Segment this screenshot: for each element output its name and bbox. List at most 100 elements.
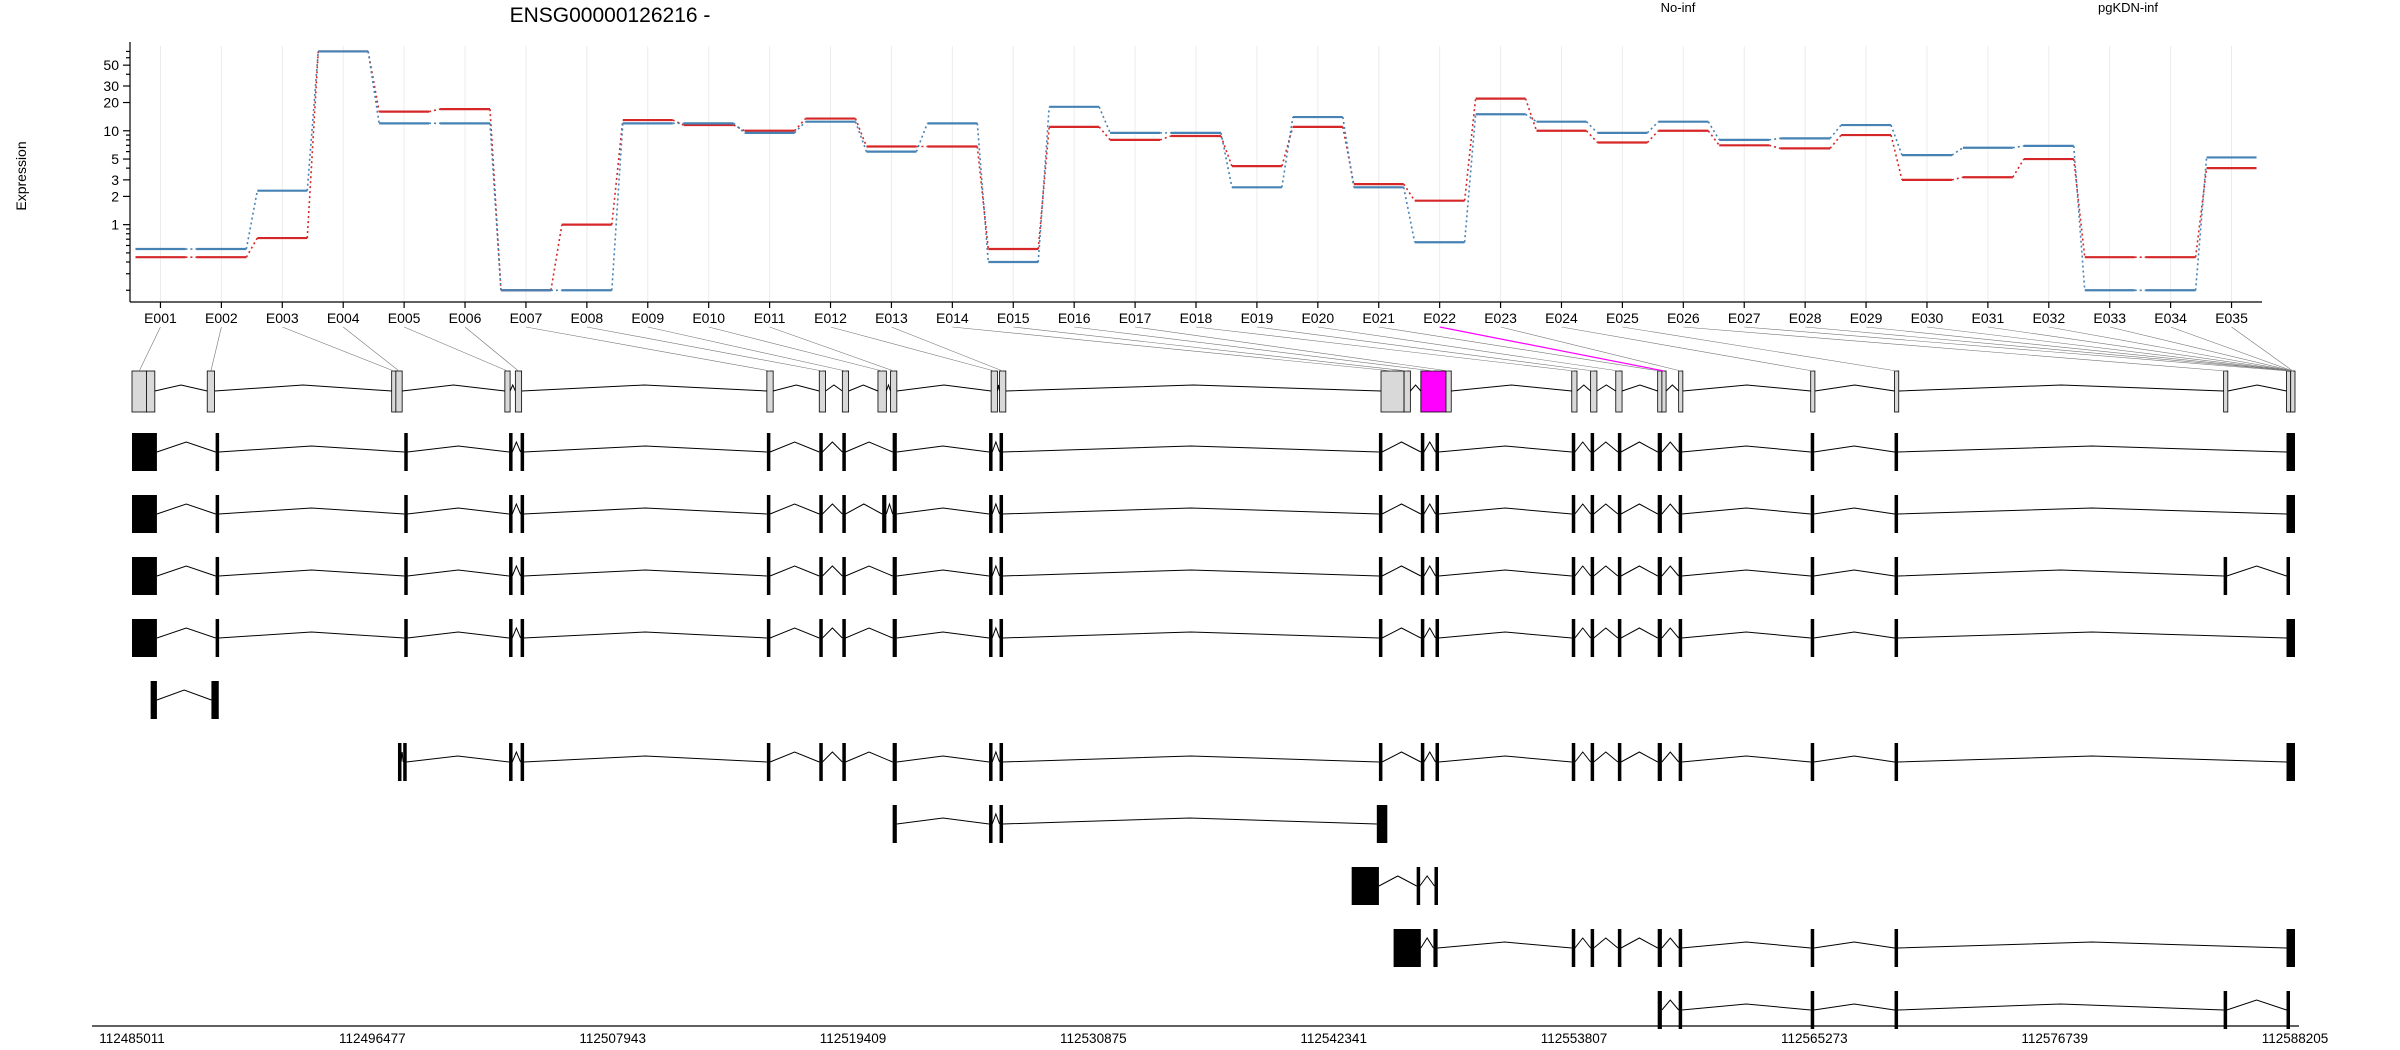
intron-line bbox=[1661, 441, 1680, 453]
connector-E026 bbox=[1646, 130, 1659, 144]
exon-bin bbox=[391, 370, 397, 413]
intron-line bbox=[1574, 565, 1592, 577]
x-tick-label-E009: E009 bbox=[631, 310, 664, 326]
exon-block bbox=[1571, 929, 1576, 967]
exon-block bbox=[1678, 619, 1683, 657]
intron-line bbox=[1661, 565, 1680, 577]
y-tick-label-3: 3 bbox=[111, 172, 119, 188]
connector-E004 bbox=[306, 51, 320, 239]
x-tick-label-E006: E006 bbox=[449, 310, 482, 326]
exon-block bbox=[1435, 433, 1440, 471]
intron-line bbox=[1574, 751, 1592, 763]
intron-line bbox=[509, 383, 516, 392]
intron-line bbox=[1813, 941, 1895, 949]
intron-line bbox=[769, 503, 820, 515]
exon-block bbox=[892, 557, 897, 595]
connector-E030 bbox=[1890, 134, 1903, 181]
exon-block bbox=[1351, 867, 1379, 905]
exon-block bbox=[842, 743, 846, 781]
intron-line bbox=[1381, 441, 1422, 453]
exon-block bbox=[2286, 743, 2295, 781]
series-pgKDN-inf bbox=[135, 50, 2257, 292]
x-tick-label-E028: E028 bbox=[1789, 310, 1822, 326]
exon-block bbox=[1810, 929, 1815, 967]
x-tick-label-E030: E030 bbox=[1911, 310, 1944, 326]
connector-E016 bbox=[1037, 106, 1050, 263]
intron-line bbox=[407, 631, 510, 639]
intron-line bbox=[845, 503, 883, 515]
exon-bin bbox=[1678, 370, 1684, 413]
exon-block bbox=[1678, 929, 1683, 967]
exon-bin bbox=[1657, 370, 1663, 413]
exon-block bbox=[2286, 557, 2291, 595]
intron-line bbox=[1620, 627, 1658, 639]
transcript-7 bbox=[892, 805, 1388, 843]
intron-line bbox=[991, 564, 1001, 577]
intron-line bbox=[1423, 564, 1436, 577]
intron-line bbox=[511, 750, 522, 763]
exon-block bbox=[509, 433, 513, 471]
label-connector-E032 bbox=[2048, 326, 2293, 372]
exon-bin bbox=[206, 370, 215, 413]
exon-block bbox=[989, 619, 993, 657]
intron-line bbox=[1682, 384, 1811, 392]
x-tick-label-E029: E029 bbox=[1850, 310, 1883, 326]
legend-label-pgkdn-inf: pgKDN-inf bbox=[2098, 0, 2158, 15]
exon-block bbox=[1420, 557, 1425, 595]
exon-bin bbox=[890, 370, 898, 413]
intron-line bbox=[1813, 755, 1895, 763]
connector-E011 bbox=[733, 124, 745, 132]
exon-block bbox=[404, 619, 408, 657]
connector-E027 bbox=[1707, 130, 1720, 146]
x-tick-label-E018: E018 bbox=[1180, 310, 1213, 326]
intron-line bbox=[1681, 941, 1811, 949]
connector-E015 bbox=[976, 146, 990, 250]
label-connector-E009 bbox=[647, 326, 846, 372]
intron-line bbox=[991, 502, 1001, 515]
intron-line bbox=[1438, 507, 1572, 515]
intron-line bbox=[845, 627, 893, 639]
connector-E033 bbox=[2072, 158, 2086, 258]
intron-line bbox=[406, 755, 510, 763]
intron-line bbox=[1378, 875, 1417, 887]
exon-block bbox=[2286, 495, 2295, 533]
exon-block bbox=[999, 433, 1004, 471]
intron-line bbox=[773, 384, 820, 392]
exon-block bbox=[215, 557, 220, 595]
exon-bin bbox=[1445, 370, 1452, 413]
label-connector-E012 bbox=[830, 326, 995, 372]
exon-bin bbox=[1403, 370, 1411, 413]
label-connector-E017 bbox=[1135, 326, 1449, 372]
intron-line bbox=[1381, 503, 1422, 515]
exon-block bbox=[999, 743, 1004, 781]
exon-block bbox=[1590, 929, 1595, 967]
intron-line bbox=[1596, 384, 1617, 392]
intron-line bbox=[896, 755, 990, 763]
intron-line bbox=[769, 751, 820, 763]
intron-line bbox=[1681, 631, 1811, 639]
intron-line bbox=[1002, 569, 1379, 577]
x-tick-label-E016: E016 bbox=[1058, 310, 1091, 326]
connector-E022 bbox=[1402, 187, 1416, 243]
intron-line bbox=[1002, 507, 1379, 515]
exon-block bbox=[1617, 619, 1622, 657]
intron-line bbox=[523, 445, 767, 453]
exon-block bbox=[1810, 991, 1815, 1029]
intron-line bbox=[1593, 751, 1619, 763]
intron-line bbox=[1593, 503, 1619, 515]
exon-block bbox=[1590, 619, 1595, 657]
x-tick-label-E023: E023 bbox=[1484, 310, 1517, 326]
intron-line bbox=[1409, 384, 1422, 392]
connector-E023 bbox=[1463, 98, 1477, 201]
connector-E023 bbox=[1463, 114, 1477, 243]
connector-E022 bbox=[1403, 183, 1416, 202]
intron-line bbox=[1813, 631, 1895, 639]
intron-line bbox=[1661, 503, 1680, 515]
intron-line bbox=[1438, 755, 1572, 763]
intron-line bbox=[822, 503, 843, 515]
connector-E031 bbox=[1951, 176, 1964, 181]
exon-block bbox=[1678, 991, 1683, 1029]
intron-line bbox=[511, 440, 522, 453]
x-tick-label-E003: E003 bbox=[266, 310, 299, 326]
